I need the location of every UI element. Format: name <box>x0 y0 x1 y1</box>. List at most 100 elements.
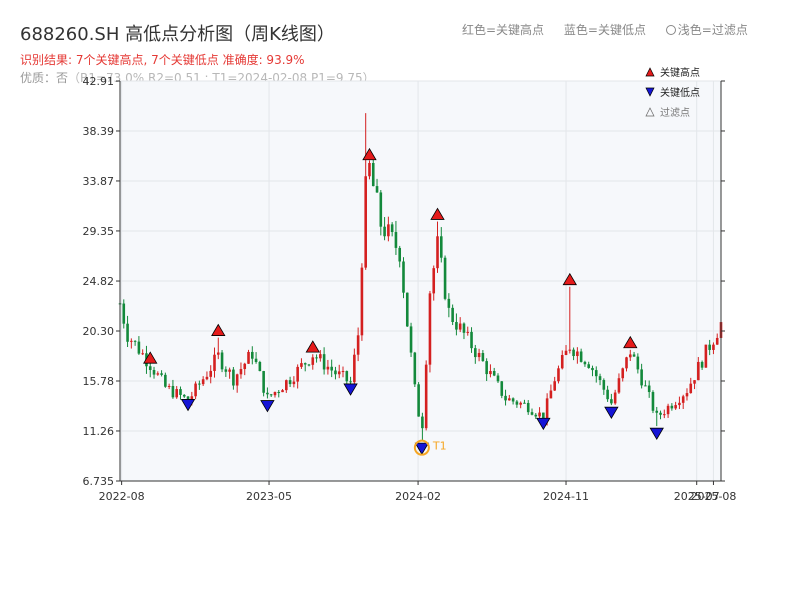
x-tick-label: 2024-11 <box>543 490 589 503</box>
candle-body <box>553 381 556 391</box>
candle-body <box>606 389 609 400</box>
candle-body <box>337 371 341 375</box>
candle-body <box>636 356 640 370</box>
candle-body <box>598 376 602 381</box>
candle-body <box>663 414 666 416</box>
legend-marker-icon <box>645 67 655 77</box>
candle-body <box>674 405 677 409</box>
candle-body <box>462 323 466 333</box>
candle-body <box>122 303 126 324</box>
circle-icon <box>665 25 676 35</box>
candle-body <box>141 353 144 355</box>
candle-body <box>148 366 152 370</box>
legend-marker-icon <box>645 107 655 117</box>
candle-body <box>632 354 636 357</box>
key-high-marker <box>143 351 158 364</box>
candle-body <box>496 375 500 382</box>
candle-body <box>383 226 386 237</box>
candle-body <box>326 366 330 370</box>
candle-body <box>334 370 337 375</box>
candle-body <box>232 369 235 386</box>
candle-body <box>356 335 360 355</box>
candle-body <box>364 176 367 268</box>
candle-body <box>341 371 345 373</box>
legend-filtered-text: 浅色=过滤点 <box>677 23 748 37</box>
candles <box>118 113 723 442</box>
candle-body <box>156 373 160 375</box>
candle-body <box>288 380 292 385</box>
candle-body <box>360 267 364 336</box>
candle-body <box>568 349 572 351</box>
candle-body <box>413 352 417 385</box>
candle-body <box>697 361 700 381</box>
candle-body <box>515 401 519 405</box>
candle-body <box>319 354 322 359</box>
candle-body <box>443 257 447 299</box>
candle-body <box>402 261 405 293</box>
candle-body <box>458 323 462 330</box>
candle-body <box>576 351 579 357</box>
key-high-marker <box>562 272 578 286</box>
candle-body <box>224 369 228 372</box>
candle-body <box>186 396 190 402</box>
candle-body <box>436 236 439 269</box>
candle-body <box>523 402 526 404</box>
candle-body <box>602 380 606 390</box>
candle-body <box>424 364 428 429</box>
candle-body <box>277 391 281 393</box>
legend-marker-icon <box>645 87 655 97</box>
candle-body <box>579 351 583 362</box>
candle-body <box>704 344 708 368</box>
legend-key-high-text: 红色=关键高点 <box>462 23 545 37</box>
candle-body <box>179 389 182 395</box>
candle-body <box>198 383 201 385</box>
candle-body <box>130 340 133 342</box>
color-legend-text: 红色=关键高点 蓝色=关键低点 浅色=过滤点 <box>462 21 764 38</box>
candle-body <box>594 370 598 377</box>
candle-body <box>511 398 515 402</box>
key-low-marker <box>604 406 619 420</box>
candle-body <box>428 293 432 365</box>
candle-body <box>292 381 296 385</box>
candle-body <box>126 323 129 342</box>
x-tick-label: 2023-05 <box>246 490 292 503</box>
key-high-marker <box>305 340 320 353</box>
x-tick-label: 2024-02 <box>395 490 441 503</box>
candle-body <box>617 378 621 393</box>
candle-body <box>625 357 628 369</box>
candle-body <box>640 369 643 386</box>
candle-body <box>164 374 167 387</box>
candle-body <box>394 232 398 248</box>
key-low-marker <box>180 399 196 412</box>
candle-body <box>587 364 591 368</box>
candle-body <box>152 369 156 375</box>
candle-body <box>190 396 194 402</box>
candle-body <box>387 224 390 237</box>
y-tick-label: 33.87 <box>83 175 115 188</box>
candle-body <box>485 361 488 375</box>
candle-body <box>220 352 224 370</box>
candle-body <box>651 392 655 411</box>
candle-body <box>296 366 299 382</box>
chart-title: 688260.SH 高低点分析图（周K线图） <box>20 24 335 45</box>
y-tick-label: 15.78 <box>83 375 115 388</box>
candle-body <box>194 383 197 397</box>
candle-body <box>239 369 243 375</box>
candle-body <box>655 410 659 413</box>
y-tick-label: 42.91 <box>83 75 115 88</box>
candle-body <box>591 367 594 371</box>
candle-body <box>269 394 273 396</box>
candle-body <box>247 351 250 364</box>
candle-body <box>409 326 413 353</box>
key-low-marker <box>649 427 664 441</box>
legend-label: 关键高点 <box>660 66 700 79</box>
candle-body <box>432 268 436 294</box>
y-tick-label: 38.39 <box>83 125 115 138</box>
candle-body <box>235 374 239 386</box>
candle-body <box>466 331 470 333</box>
y-tick-label: 11.26 <box>83 425 115 438</box>
candle-body <box>474 348 477 358</box>
key-high-marker <box>362 147 377 161</box>
candle-body <box>693 380 696 384</box>
